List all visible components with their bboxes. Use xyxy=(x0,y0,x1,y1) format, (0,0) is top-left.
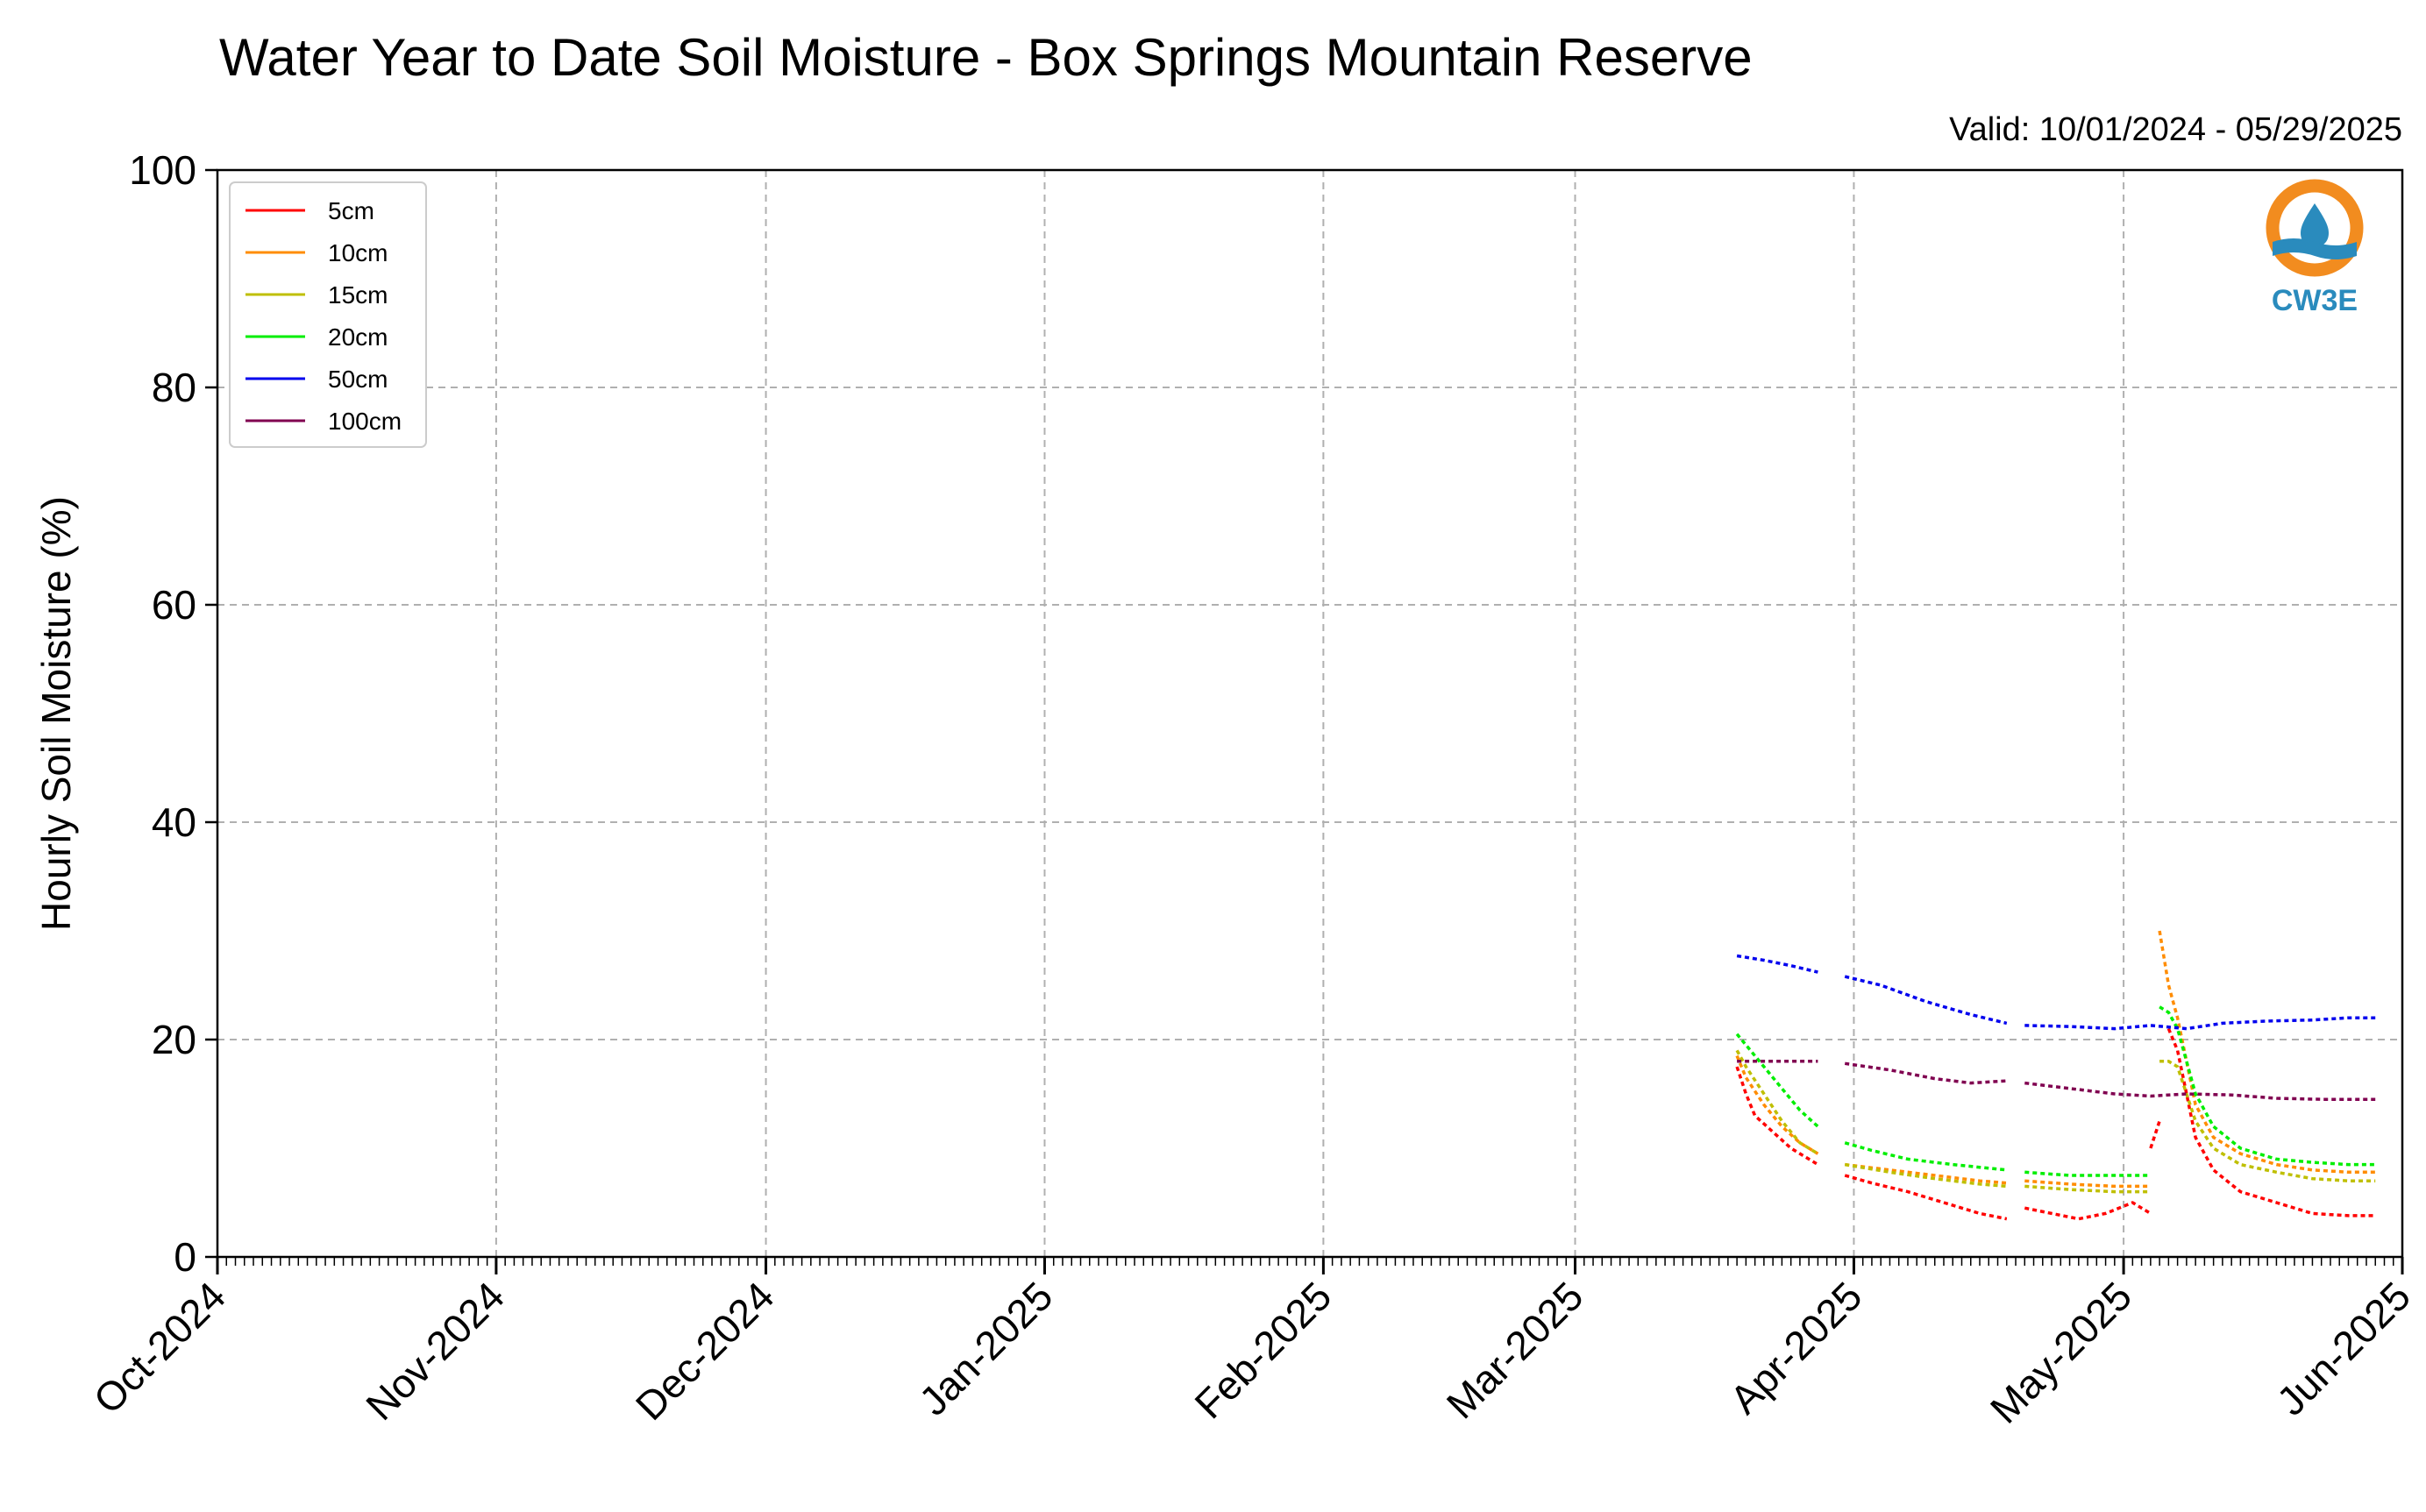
plot-frame xyxy=(216,168,2404,1259)
series-line-20cm xyxy=(1844,1141,2007,1172)
x-tick-label: Dec-2024 xyxy=(627,1273,783,1429)
series-line-15cm xyxy=(1735,1049,1819,1155)
series-line-20cm xyxy=(2159,1005,2376,1167)
series-50cm xyxy=(1736,954,2376,1031)
series-line-5cm xyxy=(2166,1027,2376,1217)
y-tick-label: 100 xyxy=(129,147,196,193)
series-line-100cm xyxy=(1844,1061,2007,1085)
chart-title: Water Year to Date Soil Moisture - Box S… xyxy=(219,28,1753,87)
series-line-5cm xyxy=(1735,1066,1819,1167)
series-line-10cm xyxy=(2158,930,2376,1175)
x-tick-label: Oct-2024 xyxy=(85,1273,235,1423)
y-tick-label: 0 xyxy=(174,1234,196,1280)
legend-label-50cm: 50cm xyxy=(328,366,388,393)
series-line-50cm xyxy=(2024,1016,2376,1031)
series-line-5cm xyxy=(2024,1201,2152,1221)
legend-label-5cm: 5cm xyxy=(328,197,374,224)
legend: 5cm 10cm 15cm 20cm 50cm 100cm xyxy=(229,181,427,448)
legend-label-100cm: 100cm xyxy=(328,408,402,435)
y-axis-label: Hourly Soil Moisture (%) xyxy=(33,496,79,931)
cw3e-logo: CW3E xyxy=(2266,179,2364,317)
grid-layer xyxy=(217,170,2402,1257)
logo-wave-icon xyxy=(2273,238,2357,259)
x-tick-label: May-2025 xyxy=(1981,1273,2140,1431)
series-line-5cm xyxy=(2149,1120,2161,1149)
x-tick-label: Feb-2025 xyxy=(1185,1273,1340,1427)
series-20cm xyxy=(1735,1005,2376,1177)
legend-items: 5cm 10cm 15cm 20cm 50cm 100cm xyxy=(245,197,402,435)
axis-layer: 0 20 40 60 80 100 Oct-2024 Nov-2024 Dec-2024 Jan-… xyxy=(85,147,2420,1432)
chart-subtitle: Valid: 10/01/2024 - 05/29/2025 xyxy=(1949,111,2402,148)
x-tick-label: Jan-2025 xyxy=(910,1273,1061,1423)
legend-box xyxy=(229,181,427,448)
series-line-100cm xyxy=(2024,1081,2376,1101)
series-100cm xyxy=(1737,1060,2376,1101)
series-line-50cm xyxy=(1736,954,1818,974)
logo-ring-icon xyxy=(2266,179,2364,277)
series-line-15cm xyxy=(2024,1184,2151,1194)
series-15cm xyxy=(1735,1049,2376,1194)
legend-label-15cm: 15cm xyxy=(328,281,388,309)
y-tick-label: 40 xyxy=(152,799,196,845)
series-line-10cm xyxy=(1735,1054,1819,1155)
series-line-20cm xyxy=(1735,1033,1819,1128)
water-drop-icon xyxy=(2301,203,2329,247)
series-line-50cm xyxy=(1844,975,2008,1026)
series-line-10cm xyxy=(2024,1179,2151,1189)
x-tick-label: Mar-2025 xyxy=(1438,1273,1592,1427)
series-line-15cm xyxy=(2159,1060,2376,1182)
x-tick-label: Nov-2024 xyxy=(357,1273,513,1429)
series-10cm xyxy=(1735,930,2376,1189)
y-tick-label: 60 xyxy=(152,582,196,628)
series-line-20cm xyxy=(2024,1170,2151,1177)
legend-label-10cm: 10cm xyxy=(328,239,388,266)
series-line-10cm xyxy=(1844,1162,2007,1185)
x-tick-label: Apr-2025 xyxy=(1721,1273,1871,1423)
series-5cm xyxy=(1735,1027,2376,1221)
x-tick-label: Jun-2025 xyxy=(2268,1273,2419,1423)
legend-label-20cm: 20cm xyxy=(328,323,388,351)
series-layer xyxy=(1735,930,2376,1221)
y-tick-label: 80 xyxy=(152,365,196,410)
y-tick-label: 20 xyxy=(152,1017,196,1062)
series-line-15cm xyxy=(1844,1162,2007,1189)
logo-text: CW3E xyxy=(2272,284,2358,317)
series-line-5cm xyxy=(1844,1174,2008,1221)
